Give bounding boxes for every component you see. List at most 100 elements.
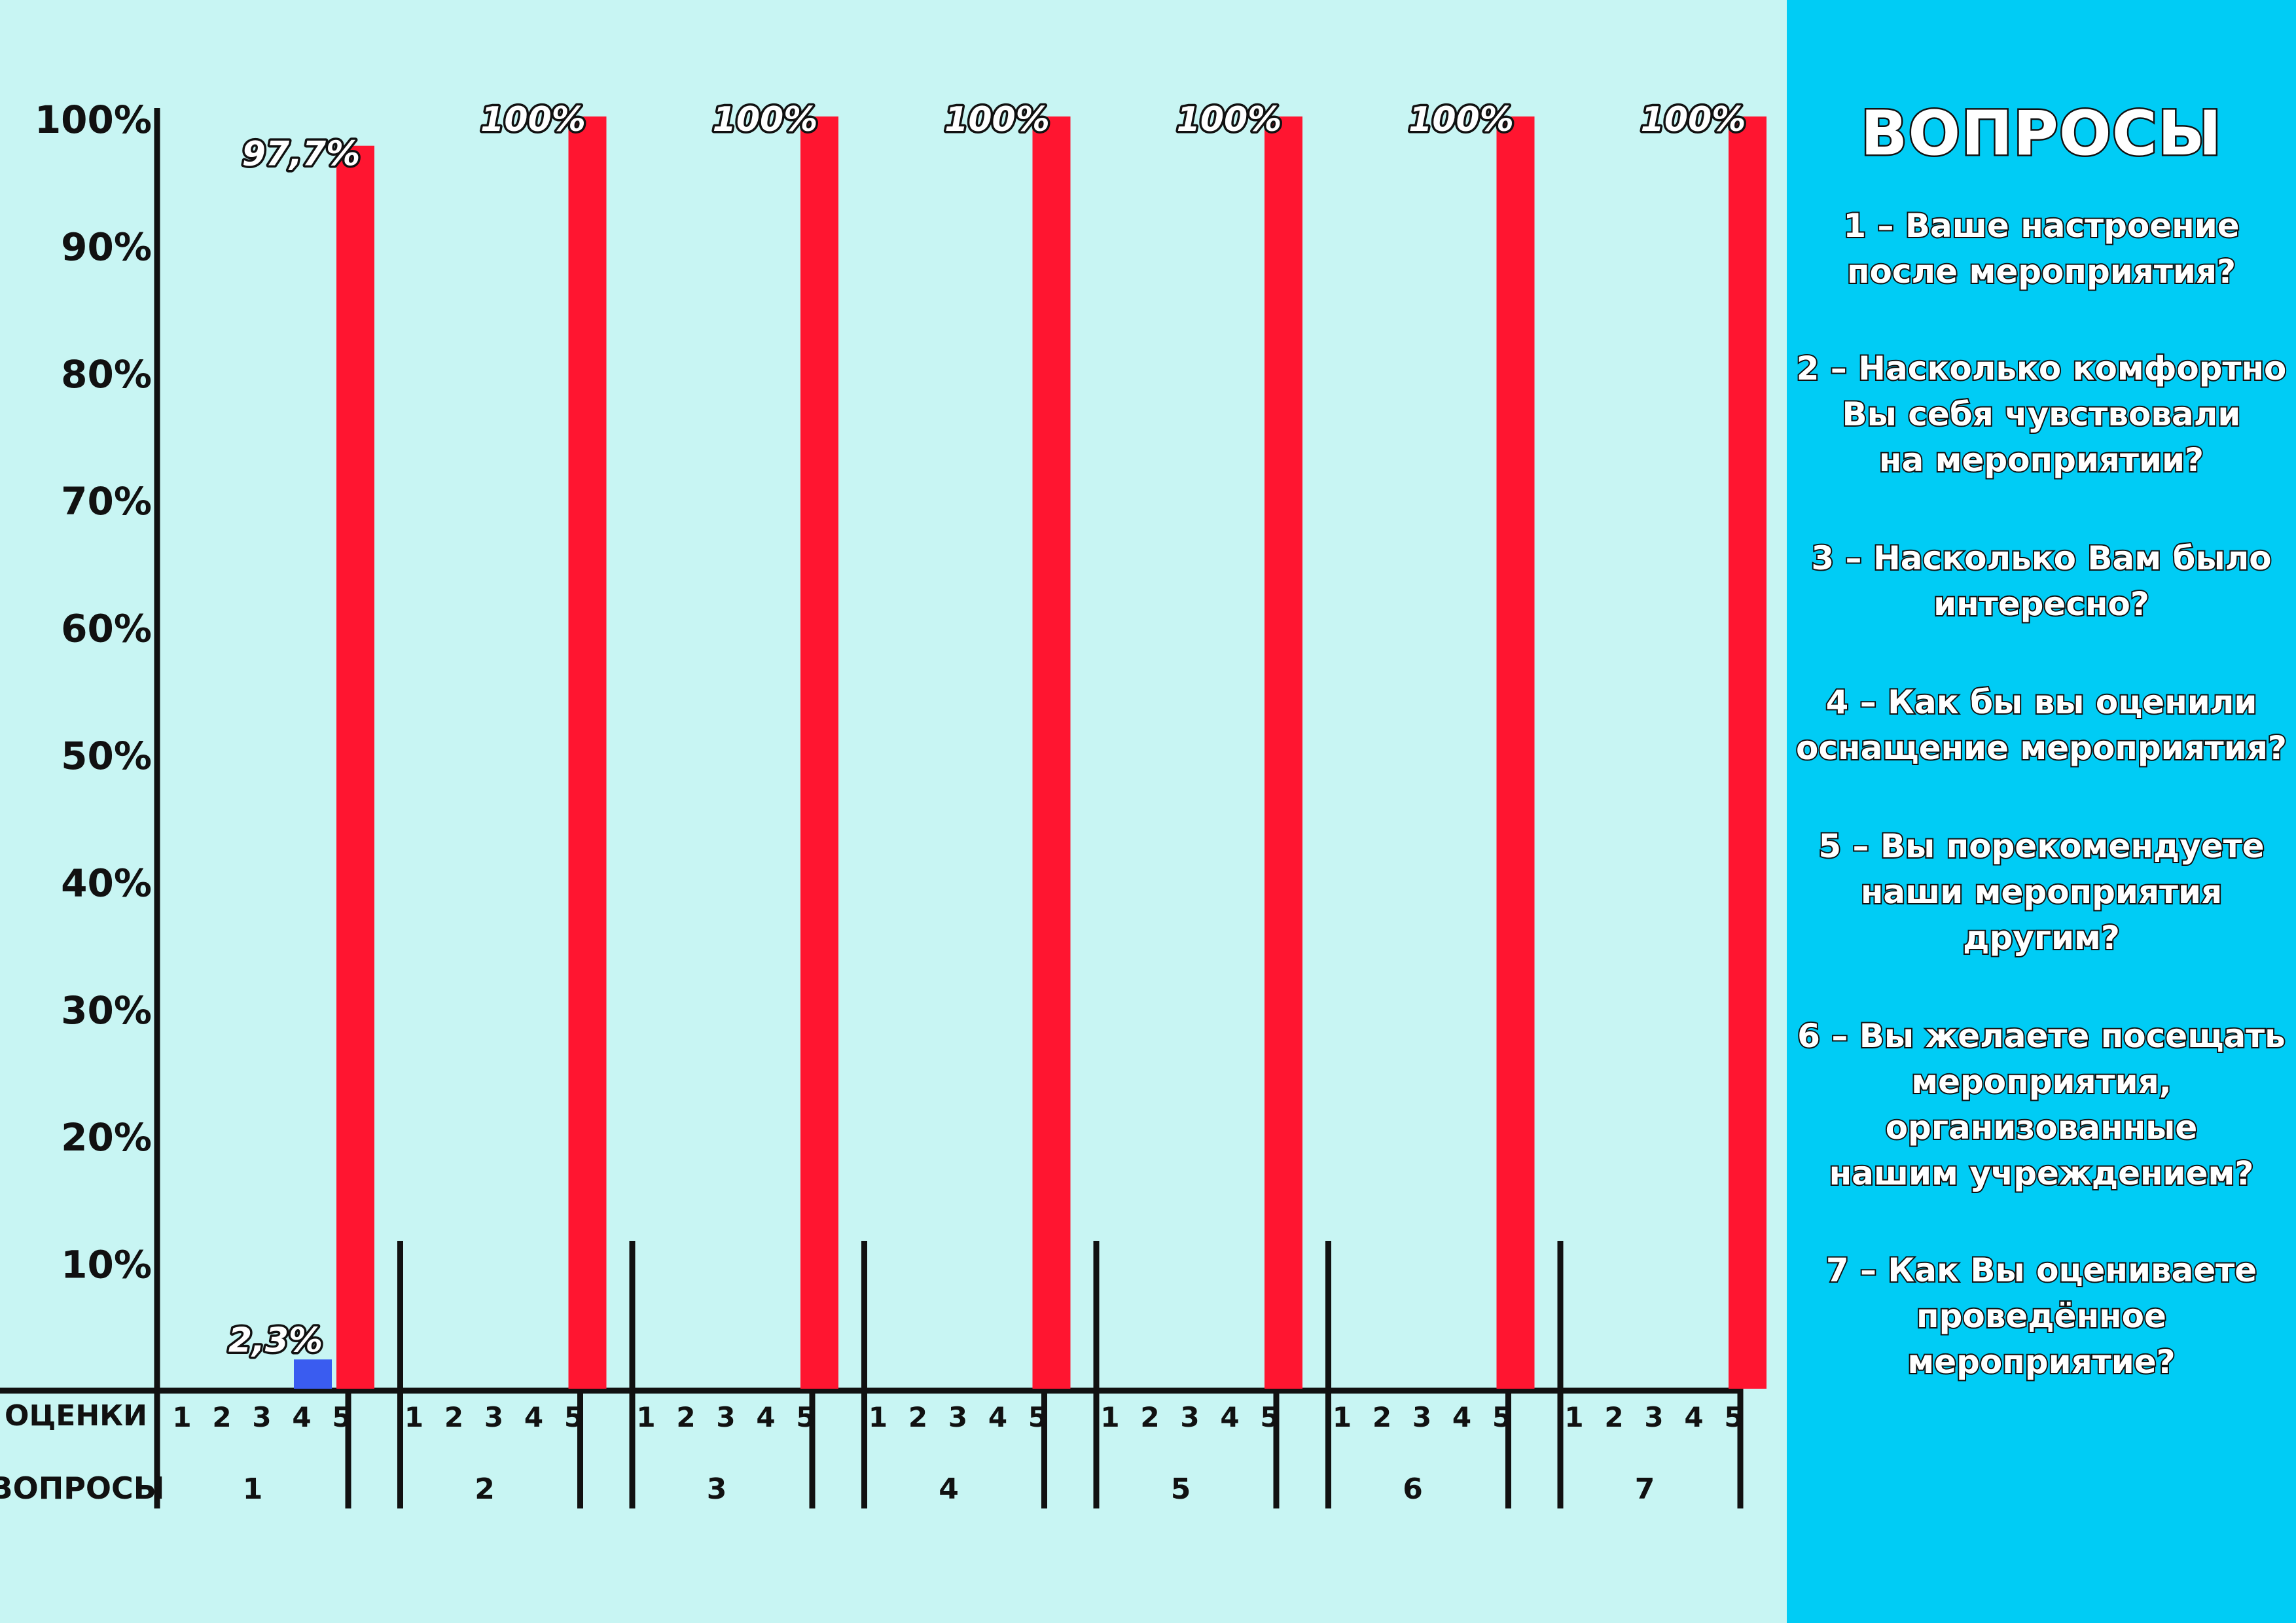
question-line: оснащение мероприятия? bbox=[1795, 728, 2288, 768]
rating-tick-label: 3 bbox=[716, 1401, 735, 1433]
rating-tick-label: 5 bbox=[564, 1401, 583, 1433]
y-tick-label: 30% bbox=[61, 988, 152, 1033]
rating-tick-label: 2 bbox=[676, 1401, 695, 1433]
rating-tick-label: 1 bbox=[172, 1401, 191, 1433]
rating-tick-label: 4 bbox=[1220, 1401, 1239, 1433]
data-label: 100% bbox=[944, 100, 1050, 139]
question-line: интересно? bbox=[1932, 584, 2151, 624]
question-line: на мероприятии? bbox=[1878, 440, 2205, 480]
rating-tick-label: 3 bbox=[1180, 1401, 1199, 1433]
rating-tick-label: 4 bbox=[756, 1401, 775, 1433]
rating-tick-label: 2 bbox=[1604, 1401, 1623, 1433]
y-tick-label: 10% bbox=[61, 1243, 152, 1287]
question-line: после мероприятия? bbox=[1846, 251, 2237, 292]
bar-chart: 100% 90% 80% 70% 60% 50% 40% 30% 20% 10% ОЦЕНКИ ВОП… bbox=[0, 98, 1767, 1508]
bar-q4-r5 bbox=[1032, 116, 1071, 1389]
question-tick-label: 3 bbox=[707, 1472, 727, 1506]
data-label: 2,3% bbox=[228, 1321, 323, 1360]
question-tick-label: 4 bbox=[939, 1472, 959, 1506]
rating-tick-label: 2 bbox=[1372, 1401, 1391, 1433]
data-label: 100% bbox=[1177, 100, 1282, 139]
question-1: 1 – Ваше настроение после мероприятия? bbox=[1793, 203, 2289, 294]
y-tick-label: 50% bbox=[61, 734, 152, 778]
question-line: 7 – Как Вы оцениваете bbox=[1825, 1250, 2258, 1291]
rating-tick-label: 4 bbox=[1684, 1401, 1703, 1433]
rating-tick-label: 1 bbox=[1564, 1401, 1583, 1433]
question-line: мероприятие? bbox=[1906, 1342, 2176, 1382]
rating-tick-label: 2 bbox=[212, 1401, 231, 1433]
question-6: 6 – Вы желаете посещать мероприятия, орган… bbox=[1793, 1013, 2289, 1196]
y-tick-label: 60% bbox=[61, 607, 152, 651]
question-tick-label: 2 bbox=[475, 1472, 495, 1506]
rating-tick-label: 3 bbox=[252, 1401, 271, 1433]
rating-tick-label: 3 bbox=[948, 1401, 967, 1433]
rating-tick-label: 5 bbox=[332, 1401, 351, 1433]
question-tick-label: 7 bbox=[1635, 1472, 1655, 1506]
question-line: проведённое bbox=[1915, 1296, 2168, 1336]
question-4: 4 – Как бы вы оценили оснащение мероприят… bbox=[1793, 679, 2289, 771]
rating-tick-label: 5 bbox=[1028, 1401, 1047, 1433]
question-tick-label: 6 bbox=[1403, 1472, 1423, 1506]
question-line: 2 – Насколько комфортно bbox=[1795, 348, 2288, 389]
bar-q7-r5 bbox=[1729, 116, 1767, 1389]
y-tick-label: 80% bbox=[61, 352, 152, 397]
rating-tick-label: 2 bbox=[1140, 1401, 1159, 1433]
rating-tick-label: 3 bbox=[484, 1401, 503, 1433]
question-line: 6 – Вы желаете посещать bbox=[1796, 1016, 2287, 1056]
question-line: другим? bbox=[1962, 918, 2121, 958]
rating-tick-label: 1 bbox=[636, 1401, 655, 1433]
question-7: 7 – Как Вы оцениваете проведённое мероприя… bbox=[1793, 1247, 2289, 1385]
panel-title: ВОПРОСЫ bbox=[1859, 97, 2223, 171]
bar-q2-r5 bbox=[568, 116, 607, 1389]
question-line: 4 – Как бы вы оценили bbox=[1825, 682, 2259, 722]
question-2: 2 – Насколько комфортно Вы себя чувствова… bbox=[1793, 346, 2289, 483]
rating-tick-label: 4 bbox=[524, 1401, 543, 1433]
question-line: нашим учреждением? bbox=[1828, 1153, 2255, 1194]
question-line: 3 – Насколько Вам было bbox=[1810, 538, 2272, 579]
questions-panel: ВОПРОСЫ 1 – Ваше настроение после меропри… bbox=[1787, 0, 2296, 1623]
rating-tick-label: 5 bbox=[1260, 1401, 1279, 1433]
rating-tick-label: 1 bbox=[1333, 1401, 1352, 1433]
ratings-row-label: ОЦЕНКИ bbox=[5, 1399, 147, 1433]
rating-tick-label: 5 bbox=[1724, 1401, 1743, 1433]
data-label: 100% bbox=[480, 100, 586, 139]
y-tick-label: 100% bbox=[35, 98, 152, 142]
y-tick-label: 40% bbox=[61, 861, 152, 905]
rating-tick-label: 4 bbox=[1452, 1401, 1471, 1433]
question-line: мероприятия, bbox=[1910, 1061, 2173, 1102]
question-tick-label: 1 bbox=[243, 1472, 263, 1506]
y-tick-label: 70% bbox=[61, 479, 152, 524]
bar-q3-r5 bbox=[800, 116, 838, 1389]
data-label: 97,7% bbox=[242, 135, 360, 174]
question-5: 5 – Вы порекомендуете наши мероприятия дру… bbox=[1793, 823, 2289, 961]
rating-tick-label: 1 bbox=[1100, 1401, 1119, 1433]
question-line: организованные bbox=[1884, 1107, 2199, 1148]
rating-tick-label: 2 bbox=[444, 1401, 463, 1433]
question-line: 5 – Вы порекомендуете bbox=[1817, 826, 2265, 866]
rating-tick-label: 1 bbox=[404, 1401, 423, 1433]
rating-tick-label: 4 bbox=[292, 1401, 311, 1433]
question-3: 3 – Насколько Вам было интересно? bbox=[1793, 535, 2289, 627]
rating-tick-label: 2 bbox=[908, 1401, 927, 1433]
rating-tick-label: 4 bbox=[988, 1401, 1007, 1433]
rating-tick-label: 1 bbox=[869, 1401, 888, 1433]
questions-row-label: ВОПРОСЫ bbox=[0, 1471, 164, 1506]
y-tick-label: 20% bbox=[61, 1115, 152, 1160]
data-label: 100% bbox=[713, 100, 818, 139]
bar-q1-r5 bbox=[336, 145, 374, 1389]
rating-tick-label: 5 bbox=[1492, 1401, 1511, 1433]
question-line: Вы себя чувствовали bbox=[1841, 394, 2242, 435]
bar-q1-r4 bbox=[294, 1359, 332, 1389]
question-tick-label: 5 bbox=[1171, 1472, 1191, 1506]
rating-tick-label: 3 bbox=[1644, 1401, 1663, 1433]
data-label: 100% bbox=[1641, 100, 1746, 139]
bar-q6-r5 bbox=[1496, 116, 1535, 1389]
y-tick-label: 90% bbox=[61, 224, 152, 269]
data-label: 100% bbox=[1408, 100, 1514, 139]
question-line: 1 – Ваше настроение bbox=[1842, 205, 2240, 246]
rating-tick-label: 3 bbox=[1412, 1401, 1431, 1433]
rating-tick-label: 5 bbox=[796, 1401, 815, 1433]
question-line: наши мероприятия bbox=[1859, 872, 2223, 912]
bar-q5-r5 bbox=[1265, 116, 1302, 1389]
